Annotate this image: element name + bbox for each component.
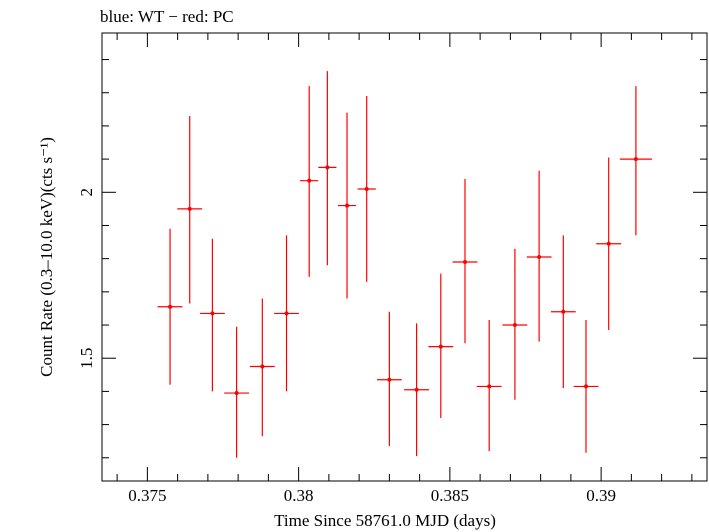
x-tick-label: 0.375: [128, 486, 166, 505]
data-point: [376, 311, 402, 447]
data-point: [318, 71, 337, 266]
data-point: [502, 248, 528, 400]
data-point: [357, 96, 376, 282]
data-point: [200, 238, 225, 392]
y-tick-label: 1.5: [77, 348, 96, 369]
data-marker: [345, 203, 350, 208]
data-point: [224, 326, 250, 458]
data-marker: [325, 165, 330, 170]
data-point: [428, 273, 454, 418]
data-point: [300, 86, 319, 277]
data-marker: [168, 304, 173, 309]
data-points: [157, 71, 652, 458]
data-marker: [307, 178, 312, 183]
data-marker: [512, 323, 517, 328]
data-marker: [606, 241, 611, 246]
data-point: [550, 235, 576, 389]
data-point: [177, 115, 203, 304]
x-tick-label: 0.38: [284, 486, 314, 505]
data-point: [404, 323, 430, 457]
data-marker: [210, 311, 215, 316]
axis-tick-labels: 0.375 0.38 0.385 0.39 1.5 2: [77, 188, 616, 505]
data-point: [476, 320, 502, 452]
data-marker: [187, 206, 192, 211]
y-axis-label: Count Rate (0.3–10.0 keV)(cts s⁻¹): [37, 137, 56, 377]
x-axis-label: Time Since 58761.0 MJD (days): [274, 511, 496, 530]
data-marker: [537, 255, 542, 259]
data-marker: [364, 186, 369, 191]
chart-title: blue: WT − red: PC: [100, 7, 234, 26]
data-marker: [463, 259, 467, 264]
data-marker: [584, 384, 588, 389]
data-point: [526, 170, 552, 342]
data-marker: [487, 384, 492, 389]
data-point: [157, 228, 183, 385]
data-point: [596, 157, 622, 331]
y-tick-label: 2: [77, 188, 96, 197]
data-point: [337, 112, 357, 299]
data-marker: [387, 377, 392, 382]
data-marker: [633, 157, 638, 162]
data-point: [452, 179, 478, 344]
data-marker: [260, 364, 265, 369]
data-marker: [561, 309, 566, 314]
data-marker: [234, 391, 239, 396]
x-tick-label: 0.39: [586, 486, 616, 505]
data-marker: [414, 387, 419, 392]
data-marker: [438, 344, 443, 349]
data-point: [573, 320, 599, 453]
data-point: [249, 298, 275, 437]
axis-ticks: [102, 33, 707, 481]
x-tick-label: 0.385: [431, 486, 469, 505]
plot-frame: [101, 32, 708, 482]
data-point: [619, 86, 652, 236]
data-marker: [284, 311, 289, 316]
data-point: [274, 235, 299, 392]
